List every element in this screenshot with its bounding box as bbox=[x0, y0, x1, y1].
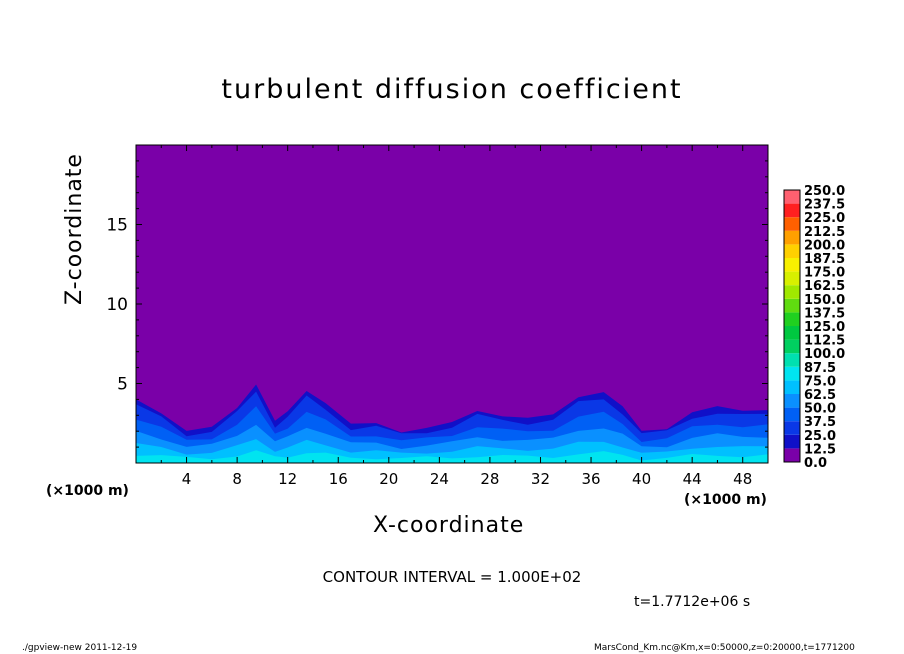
footer-right: MarsCond_Km.nc@Km,x=0:50000,z=0:20000,t=… bbox=[594, 643, 855, 653]
colorbar-label: 187.5 bbox=[804, 252, 845, 267]
x-tick-label: 8 bbox=[232, 470, 242, 488]
colorbar-label: 37.5 bbox=[804, 415, 836, 430]
colorbar-swatch bbox=[784, 298, 800, 313]
colorbar-swatch bbox=[784, 285, 800, 299]
x-tick-label: 24 bbox=[430, 470, 449, 488]
colorbar-label: 25.0 bbox=[804, 429, 836, 444]
contour-interval-label: CONTOUR INTERVAL = 1.000E+02 bbox=[322, 568, 582, 586]
colorbar-swatch bbox=[784, 244, 800, 258]
colorbar-swatch bbox=[784, 380, 800, 394]
colorbar-swatch bbox=[784, 312, 800, 326]
time-label: t=1.7712e+06 s bbox=[634, 594, 751, 610]
y-tick-label: 5 bbox=[117, 375, 128, 395]
x-tick-label: 4 bbox=[182, 470, 192, 488]
colorbar-swatch bbox=[784, 353, 800, 367]
colorbar-swatch bbox=[784, 448, 800, 462]
x-tick-label: 28 bbox=[480, 470, 499, 488]
colorbar-label: 62.5 bbox=[804, 388, 836, 403]
x-tick-label: 20 bbox=[379, 470, 398, 488]
turbulent-band-5 bbox=[136, 450, 768, 463]
x-tick-label: 44 bbox=[683, 470, 702, 488]
x-tick-label: 36 bbox=[581, 470, 600, 488]
footer-left: ./gpview-new 2011-12-19 bbox=[22, 643, 138, 653]
y-axis-ticks: 5 10 15 bbox=[106, 160, 768, 448]
colorbar-frame bbox=[783, 189, 801, 463]
colorbar-label: 237.5 bbox=[804, 198, 845, 213]
colorbar-swatch bbox=[784, 203, 800, 218]
x-tick-label: 32 bbox=[531, 470, 550, 488]
colorbar-label: 225.0 bbox=[804, 211, 845, 226]
colorbar-swatch bbox=[784, 230, 800, 245]
colorbar-swatch bbox=[784, 434, 800, 449]
colorbar-label: 250.0 bbox=[804, 184, 845, 199]
colorbar-label: 137.5 bbox=[804, 306, 845, 321]
colorbar-label: 200.0 bbox=[804, 238, 845, 253]
colorbar-label: 212.5 bbox=[804, 225, 845, 240]
colorbar-swatch bbox=[784, 326, 800, 340]
y-tick-label: 10 bbox=[106, 295, 128, 315]
colorbar-label: 12.5 bbox=[804, 442, 836, 457]
x-unit-label-right: (×1000 m) bbox=[684, 492, 767, 508]
colorbar-swatch bbox=[784, 421, 800, 435]
x-tick-label: 16 bbox=[329, 470, 348, 488]
colorbar-swatch bbox=[784, 190, 800, 204]
colorbar-label: 0.0 bbox=[804, 456, 827, 471]
x-tick-label: 12 bbox=[278, 470, 297, 488]
x-tick-label: 40 bbox=[632, 470, 651, 488]
x-unit-label-left: (×1000 m) bbox=[46, 483, 129, 499]
colorbar-label: 50.0 bbox=[804, 402, 836, 417]
colorbar-swatch bbox=[784, 217, 800, 231]
colorbar-label: 125.0 bbox=[804, 320, 845, 335]
colorbar-swatch bbox=[784, 394, 800, 408]
colorbar-label: 75.0 bbox=[804, 374, 836, 389]
colorbar-swatch bbox=[784, 258, 800, 272]
colorbar-label: 112.5 bbox=[804, 334, 845, 349]
chart-title: turbulent diffusion coefficient bbox=[221, 74, 683, 105]
colorbar-swatch bbox=[784, 407, 800, 422]
colorbar-label: 175.0 bbox=[804, 266, 845, 281]
colorbar-swatch bbox=[784, 366, 800, 381]
y-axis-label: Z-coordinate bbox=[62, 153, 87, 305]
colorbar-swatch bbox=[784, 271, 800, 286]
turbulent-field bbox=[136, 384, 768, 463]
colorbar-label: 87.5 bbox=[804, 361, 836, 376]
x-tick-label: 48 bbox=[733, 470, 752, 488]
y-tick-label: 15 bbox=[106, 216, 128, 236]
x-axis-ticks: 4 8 12 16 20 24 28 32 36 40 44 48 bbox=[160, 145, 752, 488]
colorbar-label: 150.0 bbox=[804, 293, 845, 308]
colorbar-swatch bbox=[784, 339, 800, 354]
colorbar-label: 162.5 bbox=[804, 279, 845, 294]
x-axis-label: X-coordinate bbox=[373, 513, 525, 538]
colorbar-label: 100.0 bbox=[804, 347, 845, 362]
colorbar: 0.012.525.037.550.062.575.087.5100.0112.… bbox=[783, 184, 845, 471]
